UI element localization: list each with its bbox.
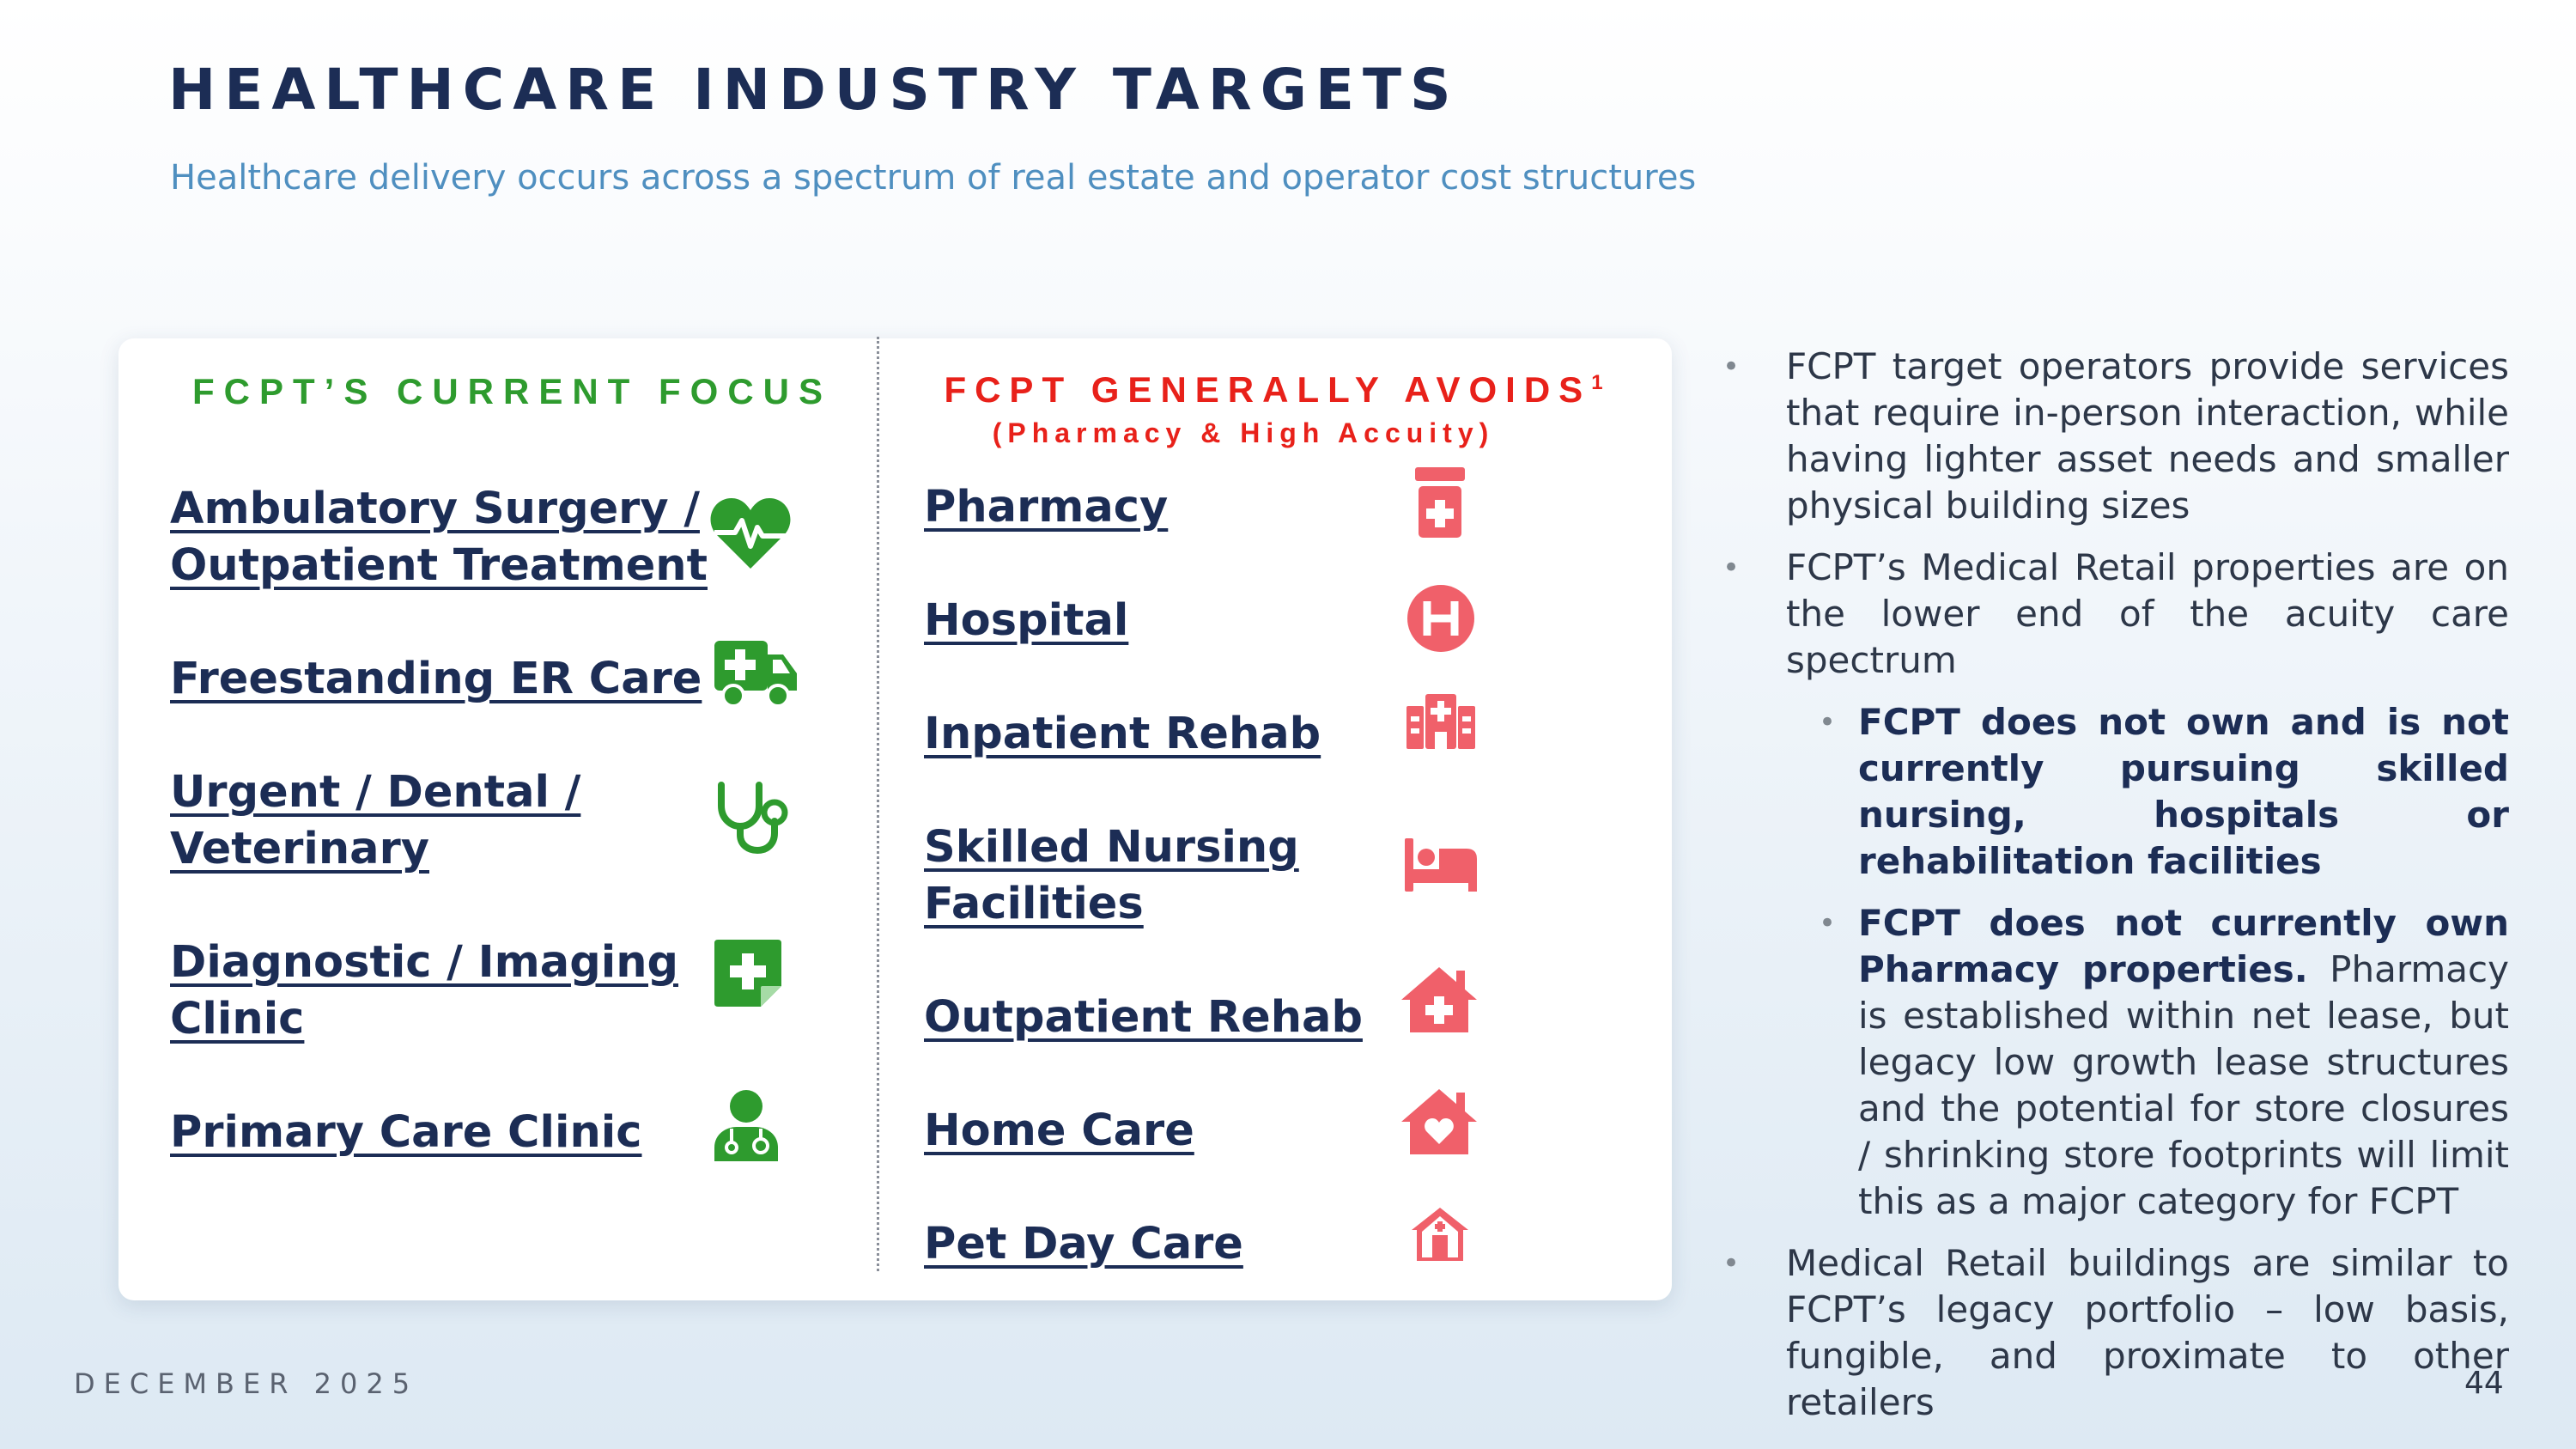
avoid-item-inpatient-rehab[interactable]: Inpatient Rehab: [924, 706, 1321, 763]
bullet-item: Medical Retail buildings are similar to …: [1717, 1240, 2509, 1426]
medical-note-icon: [714, 940, 781, 1007]
bed-icon: [1405, 838, 1477, 892]
focus-item-label: Freestanding ER Care: [170, 654, 702, 704]
avoid-item-hospital[interactable]: Hospital: [924, 593, 1128, 649]
ambulance-icon: [714, 641, 797, 708]
avoid-item-label: Pet Day Care: [924, 1219, 1243, 1269]
avoids-heading: FCPT GENERALLY AVOIDS1: [917, 369, 1630, 411]
avoids-footnote: 1: [1591, 371, 1603, 394]
focus-heading: FCPT’S CURRENT FOCUS: [192, 371, 832, 411]
avoid-item-pet-day-care[interactable]: Pet Day Care: [924, 1216, 1243, 1273]
avoids-heading-text: FCPT GENERALLY AVOIDS: [944, 369, 1592, 410]
avoid-item-label: Hospital: [924, 595, 1129, 646]
focus-item-label: Outpatient Treatment: [170, 540, 708, 591]
focus-item-diagnostic[interactable]: Diagnostic / Imaging Clinic: [170, 935, 678, 1048]
avoid-item-label: Pharmacy: [924, 482, 1169, 533]
focus-item-label: Diagnostic / Imaging: [170, 937, 679, 988]
avoid-item-home-care[interactable]: Home Care: [924, 1103, 1194, 1160]
focus-item-label: Ambulatory Surgery /: [170, 484, 700, 534]
focus-item-label: Clinic: [170, 994, 305, 1044]
avoid-item-label: Home Care: [924, 1105, 1194, 1156]
page-title: HEALTHCARE INDUSTRY TARGETS: [168, 57, 1460, 123]
focus-item-primary-care[interactable]: Primary Care Clinic: [170, 1105, 641, 1161]
avoid-item-label: Outpatient Rehab: [924, 992, 1363, 1043]
avoid-item-label: Skilled Nursing: [924, 822, 1299, 873]
sub-bullet-bold: FCPT does not currently own Pharmacy pro…: [1858, 902, 2509, 990]
heart-pulse-icon: [710, 498, 791, 569]
footer-date: DECEMBER 2025: [74, 1367, 419, 1400]
focus-item-label: Veterinary: [170, 824, 429, 874]
avoid-item-pharmacy[interactable]: Pharmacy: [924, 479, 1168, 536]
sub-bullet-item: FCPT does not own and is not currently p…: [1717, 699, 2509, 885]
hospital-building-icon: [1406, 694, 1475, 749]
house-heart-icon: [1401, 1089, 1477, 1154]
page-subtitle: Healthcare delivery occurs across a spec…: [170, 158, 1697, 198]
shelter-icon: [1412, 1208, 1468, 1261]
column-divider: [877, 337, 879, 1271]
focus-item-urgent[interactable]: Urgent / Dental / Veterinary: [170, 764, 580, 878]
avoid-item-skilled-nursing[interactable]: Skilled Nursing Facilities: [924, 819, 1299, 933]
avoid-item-outpatient-rehab[interactable]: Outpatient Rehab: [924, 989, 1363, 1046]
focus-item-ambulatory[interactable]: Ambulatory Surgery / Outpatient Treatmen…: [170, 481, 708, 594]
stethoscope-icon: [718, 782, 788, 854]
page-number: 44: [2464, 1366, 2504, 1401]
doctor-icon: [714, 1090, 778, 1161]
bullet-item: FCPT’s Medical Retail properties are on …: [1717, 545, 2509, 684]
prescription-bottle-icon: [1415, 467, 1465, 538]
sub-bullet-text: Pharmacy is established within net lease…: [1858, 948, 2509, 1222]
focus-item-er[interactable]: Freestanding ER Care: [170, 651, 702, 708]
avoids-subheading: (Pharmacy & High Accuity): [992, 417, 1495, 448]
focus-item-label: Urgent / Dental /: [170, 767, 581, 818]
focus-item-label: Primary Care Clinic: [170, 1107, 642, 1158]
bullet-item: FCPT target operators provide services t…: [1717, 344, 2509, 529]
house-medical-icon: [1401, 967, 1477, 1032]
sub-bullet-bold: FCPT does not own and is not currently p…: [1858, 701, 2509, 882]
hospital-h-icon: [1407, 585, 1474, 652]
sub-bullet-item: FCPT does not currently own Pharmacy pro…: [1717, 900, 2509, 1225]
avoid-item-label: Inpatient Rehab: [924, 709, 1321, 759]
avoid-item-label: Facilities: [924, 879, 1144, 929]
commentary-bullets: FCPT target operators provide services t…: [1717, 344, 2509, 1441]
